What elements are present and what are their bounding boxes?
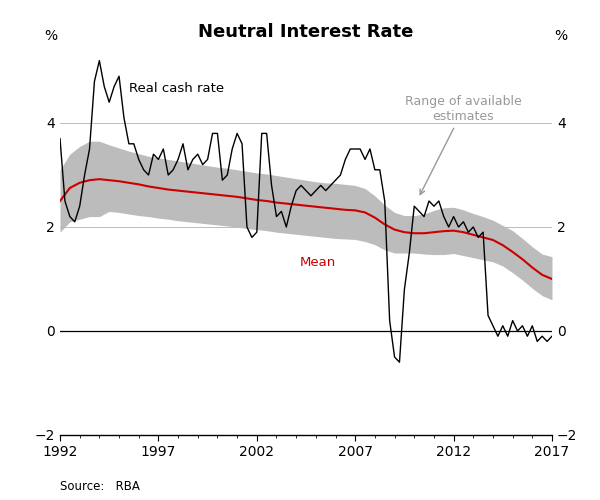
Text: Source:   RBA: Source: RBA bbox=[60, 480, 140, 493]
Text: Real cash rate: Real cash rate bbox=[129, 82, 224, 95]
Text: %: % bbox=[554, 29, 568, 43]
Text: Range of available
estimates: Range of available estimates bbox=[405, 95, 522, 194]
Text: %: % bbox=[44, 29, 58, 43]
Title: Neutral Interest Rate: Neutral Interest Rate bbox=[199, 22, 413, 40]
Text: Mean: Mean bbox=[300, 256, 337, 269]
